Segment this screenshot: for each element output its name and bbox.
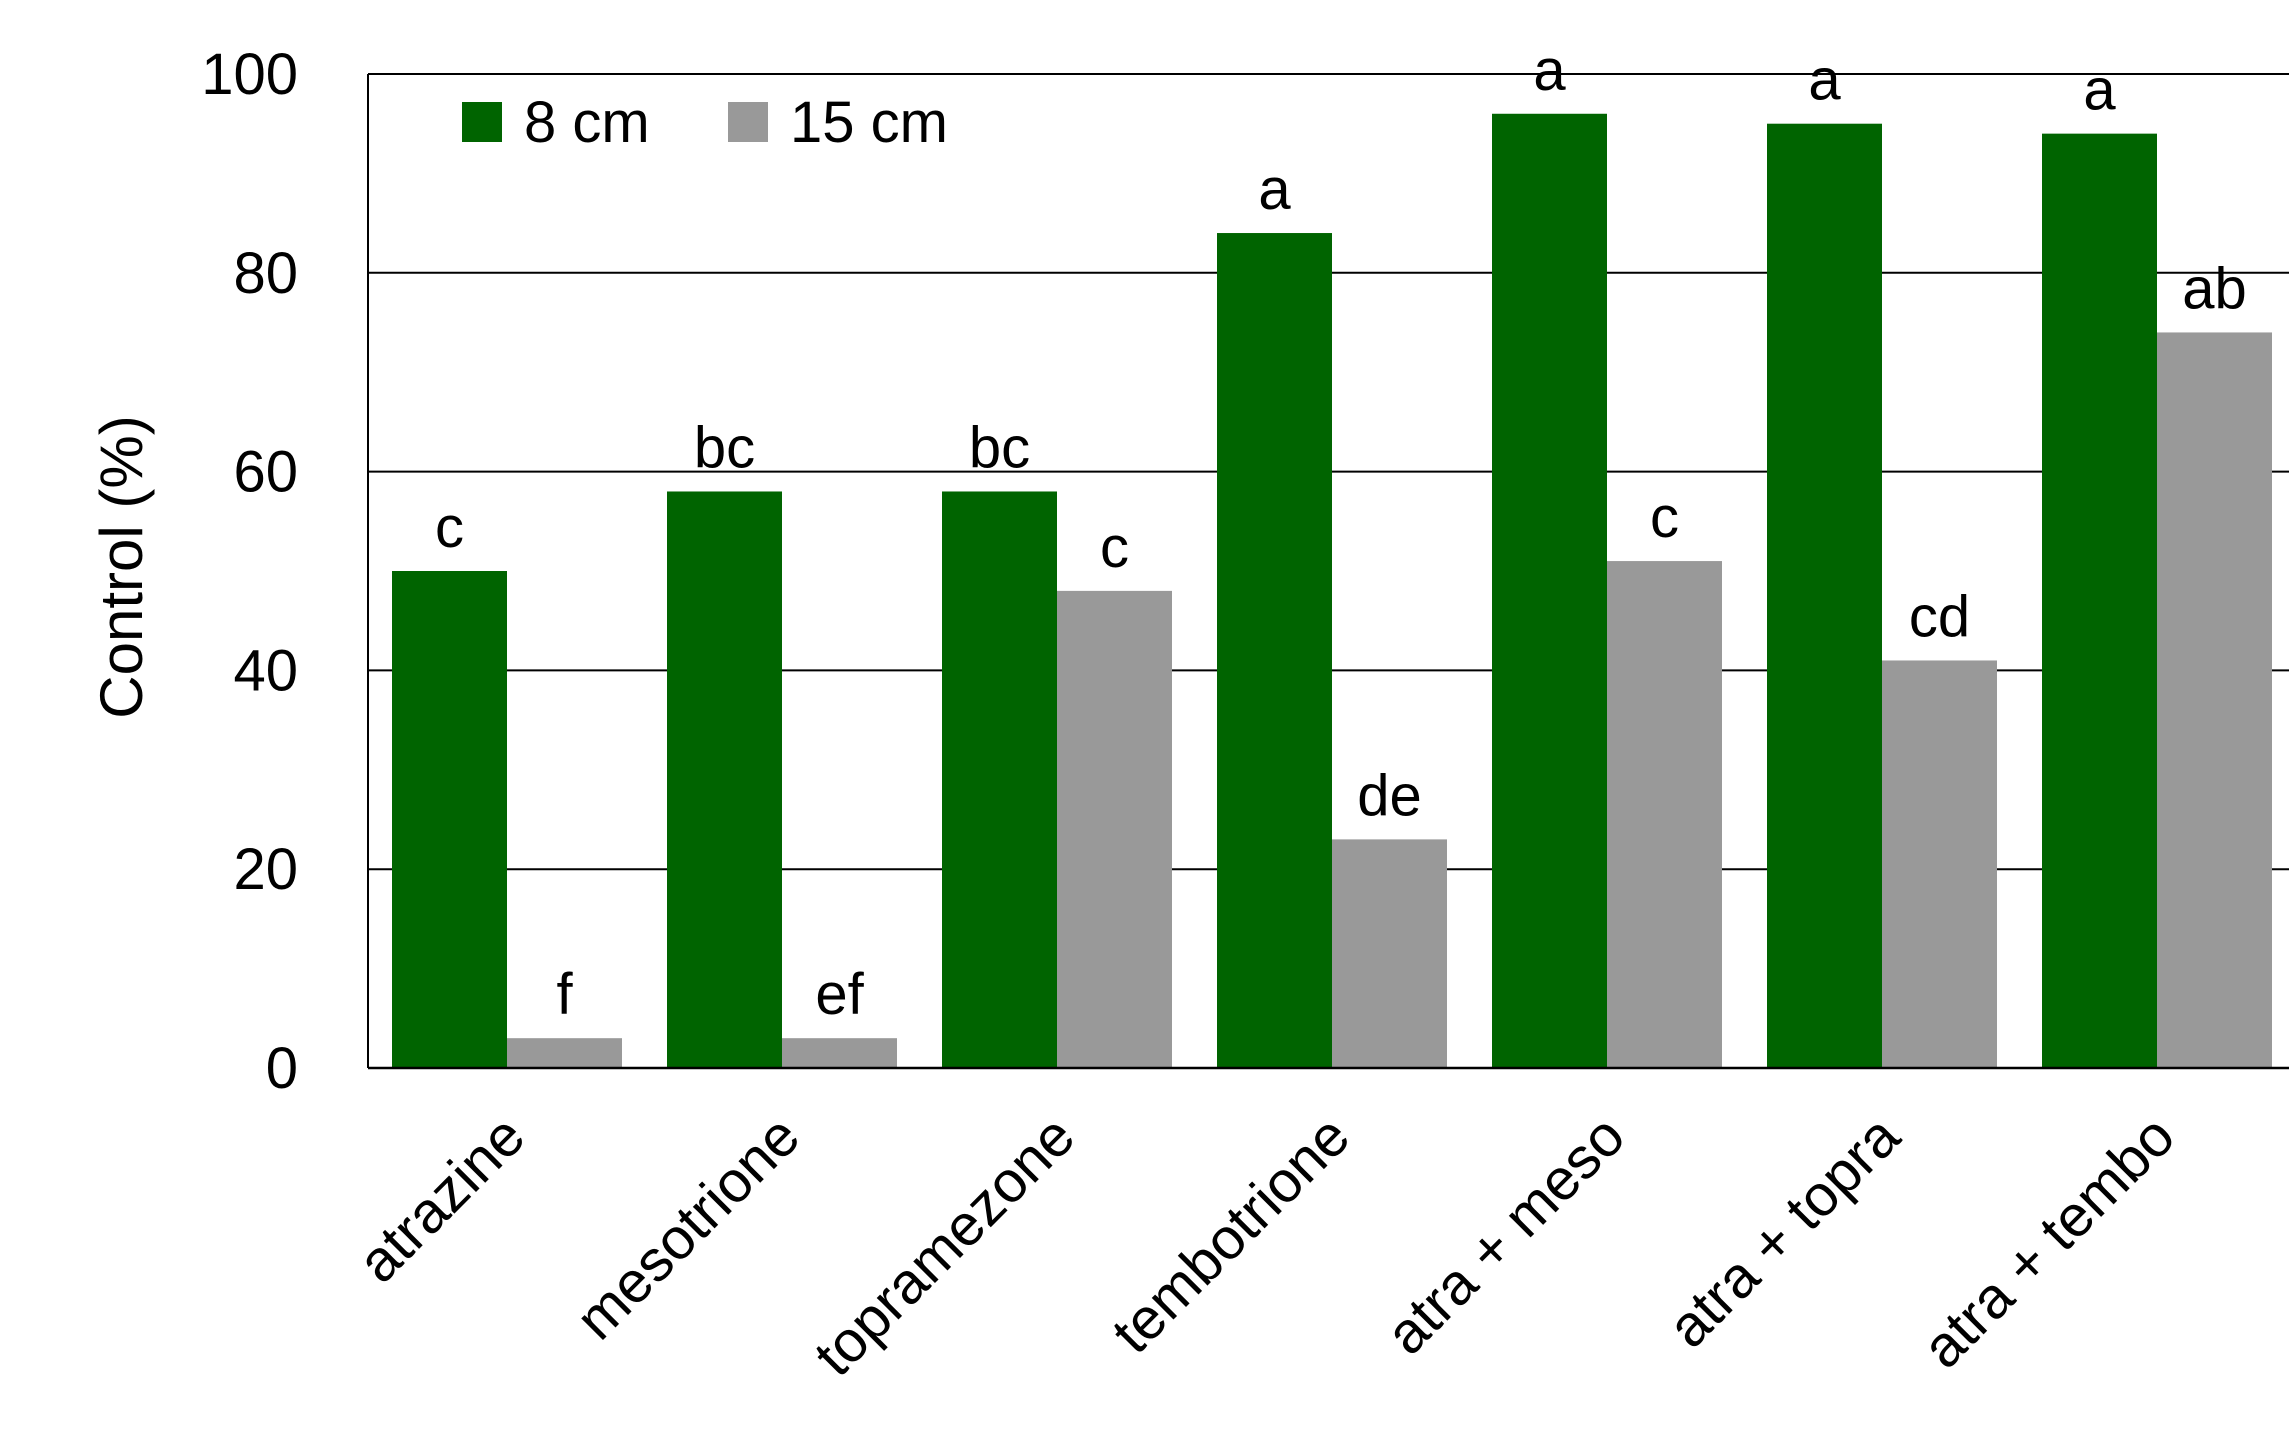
bar (2157, 332, 2272, 1068)
y-tick-label: 80 (233, 241, 298, 306)
bar (1767, 123, 1882, 1068)
y-tick-label: 40 (233, 638, 298, 703)
significance-label: cd (1909, 584, 1970, 649)
y-tick-label: 60 (233, 440, 298, 505)
axes (367, 73, 2289, 1070)
x-tick-label: atra + meso (1374, 1103, 1638, 1367)
y-tick-label: 0 (266, 1036, 298, 1101)
significance-label: c (435, 495, 464, 560)
significance-label: ab (2182, 256, 2247, 321)
y-tick-labels: 0 20 40 60 80 100 (201, 42, 298, 1101)
bar (1057, 590, 1172, 1068)
significance-label: c (1100, 515, 1129, 580)
bar (782, 1038, 897, 1068)
significance-label: bc (694, 415, 755, 480)
significance-label: c (1650, 485, 1679, 550)
y-tick-label: 20 (233, 837, 298, 902)
legend: 8 cm 15 cm (462, 90, 948, 155)
bar (1607, 561, 1722, 1068)
bar (2042, 133, 2157, 1068)
bar (1332, 839, 1447, 1068)
bar (392, 571, 507, 1068)
legend-swatch (728, 102, 768, 142)
y-axis-title: Control (%) (88, 415, 155, 718)
bar (1217, 233, 1332, 1069)
legend-label: 8 cm (524, 90, 650, 155)
bar (507, 1038, 622, 1068)
significance-label: a (1533, 38, 1566, 103)
bar (1882, 660, 1997, 1068)
bar (1492, 113, 1607, 1068)
significance-label: de (1357, 763, 1422, 828)
significance-label: bc (969, 415, 1030, 480)
significance-labels: c f bc ef bc c a de a c a cd a ab (435, 38, 2247, 1027)
significance-label: a (1258, 157, 1291, 222)
bars (392, 113, 2272, 1069)
y-tick-label: 100 (201, 42, 298, 107)
x-tick-label: topramezone (802, 1103, 1087, 1388)
significance-label: ef (815, 962, 864, 1027)
bar (667, 491, 782, 1069)
significance-label: a (1808, 48, 1841, 113)
x-tick-label: atra + tembo (1910, 1103, 2187, 1380)
x-tick-label: atra + topra (1655, 1103, 1912, 1360)
legend-label: 15 cm (790, 90, 948, 155)
legend-swatch (462, 102, 502, 142)
x-tick-label: tembotrione (1100, 1103, 1363, 1366)
x-tick-label: atrazine (345, 1103, 537, 1295)
bar (942, 491, 1057, 1069)
x-tick-label: mesotrione (563, 1103, 812, 1352)
significance-label: a (2083, 58, 2116, 123)
significance-label: f (556, 962, 573, 1027)
